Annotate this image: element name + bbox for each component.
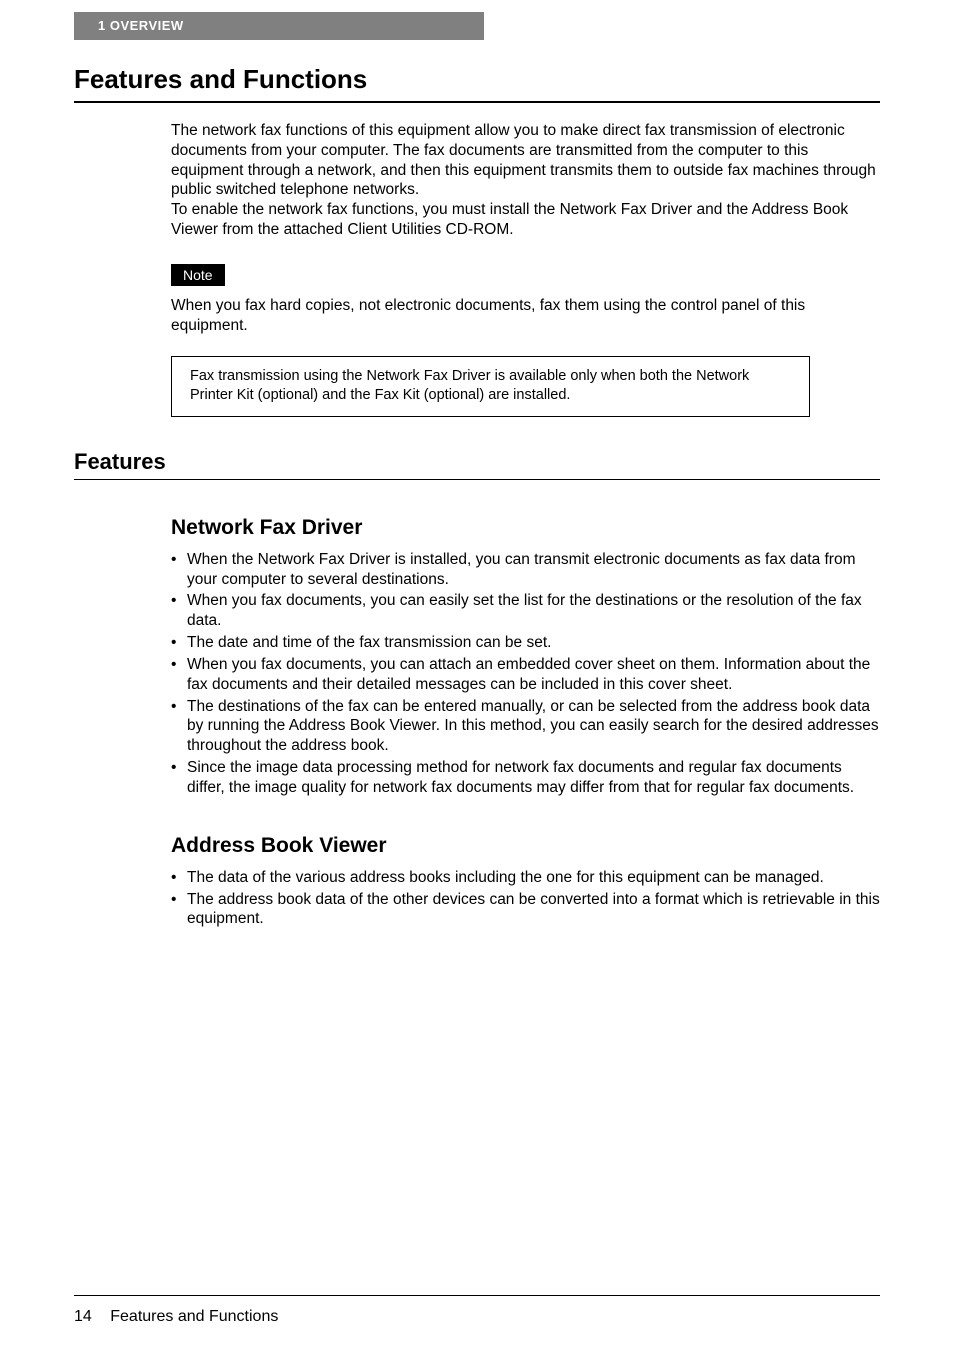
network-fax-driver-heading: Network Fax Driver	[171, 516, 880, 540]
list-item: Since the image data processing method f…	[171, 758, 880, 798]
list-item: When you fax documents, you can easily s…	[171, 591, 880, 631]
network-fax-driver-list: When the Network Fax Driver is installed…	[171, 550, 880, 798]
note-label: Note	[171, 264, 225, 286]
info-box: Fax transmission using the Network Fax D…	[171, 356, 810, 417]
footer-title: Features and Functions	[110, 1308, 278, 1325]
list-item: When you fax documents, you can attach a…	[171, 655, 880, 695]
page-footer: 14 Features and Functions	[74, 1308, 278, 1326]
note-text: When you fax hard copies, not electronic…	[171, 296, 880, 336]
chapter-header-bar: 1 OVERVIEW	[74, 12, 484, 40]
list-item: The destinations of the fax can be enter…	[171, 697, 880, 756]
intro-text-1: The network fax functions of this equipm…	[171, 122, 876, 198]
page-number: 14	[74, 1308, 92, 1325]
address-book-viewer-list: The data of the various address books in…	[171, 868, 880, 929]
list-item: When the Network Fax Driver is installed…	[171, 550, 880, 590]
list-item: The data of the various address books in…	[171, 868, 880, 888]
list-item: The address book data of the other devic…	[171, 890, 880, 930]
main-heading: Features and Functions	[74, 64, 880, 103]
document-page: 1 OVERVIEW Features and Functions The ne…	[0, 12, 954, 1360]
features-heading: Features	[74, 449, 880, 480]
chapter-label: 1 OVERVIEW	[98, 18, 184, 33]
intro-text-2: To enable the network fax functions, you…	[171, 201, 848, 238]
address-book-viewer-heading: Address Book Viewer	[171, 834, 880, 858]
list-item: The date and time of the fax transmissio…	[171, 633, 880, 653]
intro-paragraph: The network fax functions of this equipm…	[171, 121, 880, 240]
footer-rule	[74, 1295, 880, 1296]
